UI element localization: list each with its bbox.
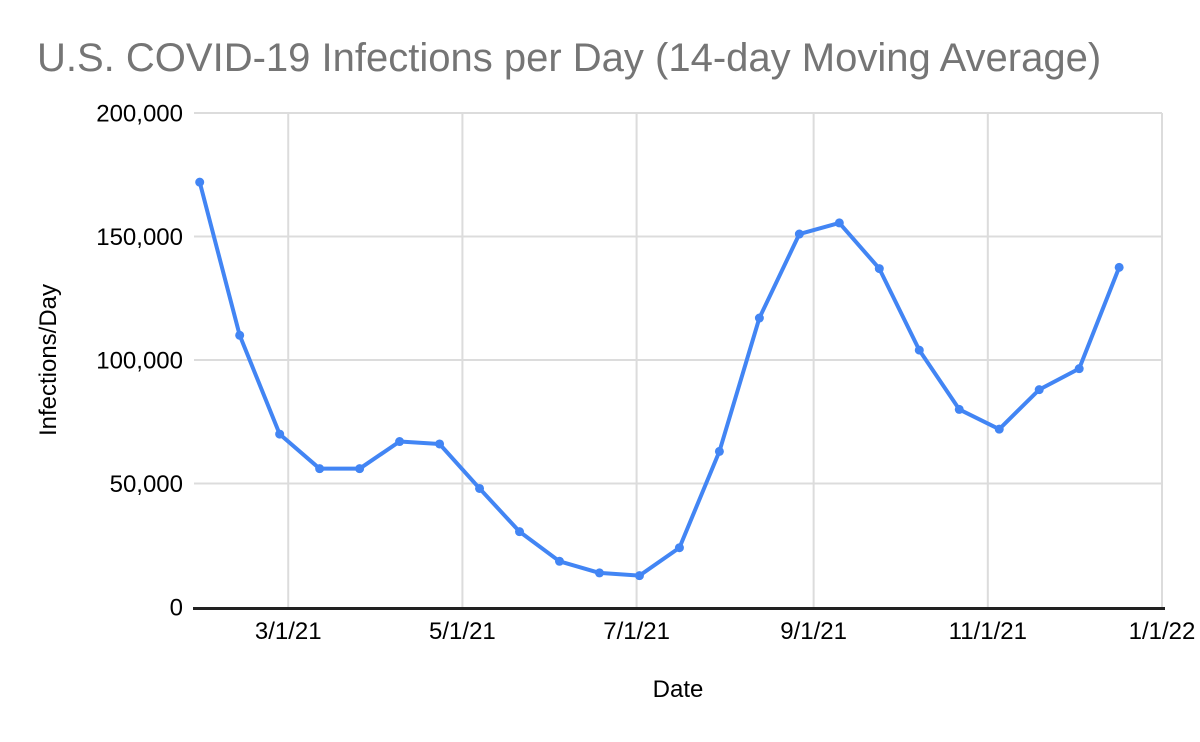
x-axis-title: Date (652, 676, 704, 703)
series-line (197, 180, 1122, 578)
x-tick-label: 7/1/21 (603, 618, 670, 645)
data-point (315, 464, 325, 474)
data-point (874, 264, 884, 274)
x-tick-label: 5/1/21 (429, 618, 496, 645)
data-point (634, 571, 644, 581)
y-tick-label: 150,000 (96, 224, 183, 251)
y-axis-title: Infections/Day (35, 283, 62, 437)
data-point (515, 527, 525, 537)
data-point (235, 330, 245, 340)
data-point (794, 229, 804, 239)
x-tick-label: 3/1/21 (255, 618, 322, 645)
data-point (594, 568, 604, 578)
y-tick-label: 200,000 (96, 101, 183, 128)
data-point (435, 439, 445, 449)
data-point (914, 345, 924, 355)
data-point (954, 404, 964, 414)
data-point (754, 313, 764, 323)
x-tick-label: 1/1/22 (1129, 618, 1196, 645)
data-point (195, 177, 205, 187)
x-tick-label: 11/1/21 (949, 618, 1027, 645)
y-tick-label: 50,000 (110, 471, 183, 498)
data-point (994, 424, 1004, 434)
y-tick-label: 0 (170, 595, 183, 622)
data-point (554, 556, 564, 566)
data-point (355, 464, 365, 474)
data-point (475, 483, 485, 493)
data-point (1074, 364, 1084, 374)
data-point (674, 543, 684, 553)
data-point (714, 446, 724, 456)
data-point (1034, 385, 1044, 395)
x-tick-label: 9/1/21 (780, 618, 847, 645)
chart-title: U.S. COVID-19 Infections per Day (14-day… (37, 36, 1102, 80)
data-point (395, 437, 405, 447)
y-tick-label: 100,000 (96, 348, 183, 375)
data-point (834, 218, 844, 228)
data-point (275, 429, 285, 439)
data-point (1114, 262, 1124, 272)
